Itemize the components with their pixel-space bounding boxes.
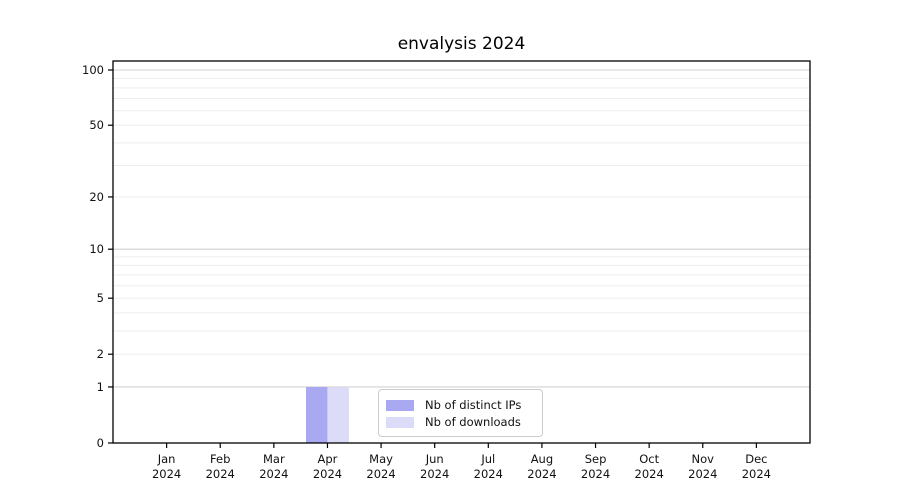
- x-tick-label-month: Nov: [692, 452, 715, 466]
- x-tick-label-month: Jul: [480, 452, 495, 466]
- x-tick-label-year: 2024: [259, 467, 288, 481]
- legend-swatch-downloads: [386, 416, 414, 428]
- legend: Nb of distinct IPs Nb of downloads: [378, 389, 543, 437]
- x-tick-label-month: Aug: [531, 452, 553, 466]
- x-tick-label-month: Sep: [585, 452, 607, 466]
- x-tick-label-month: Oct: [639, 452, 659, 466]
- x-tick-label-month: Jun: [425, 452, 444, 466]
- legend-label-downloads: Nb of downloads: [425, 415, 521, 429]
- y-tick-label: 2: [97, 347, 104, 361]
- x-tick-label-year: 2024: [313, 467, 342, 481]
- x-tick-label-month: Mar: [263, 452, 285, 466]
- y-tick-label: 1: [97, 380, 104, 394]
- x-tick-label-month: Dec: [745, 452, 767, 466]
- x-tick-label-year: 2024: [581, 467, 610, 481]
- chart-title: envalysis 2024: [397, 34, 526, 54]
- y-tick-label: 50: [89, 118, 104, 132]
- x-tick-label-month: Apr: [318, 452, 338, 466]
- legend-label-distinct-ips: Nb of distinct IPs: [425, 398, 522, 412]
- plot-frame: [112, 60, 811, 444]
- y-tick-label: 10: [89, 242, 104, 256]
- bar-downloads: [327, 386, 349, 443]
- x-tick-label-month: Jan: [157, 452, 176, 466]
- x-tick-label-year: 2024: [742, 467, 771, 481]
- y-tick-label: 5: [97, 291, 104, 305]
- y-tick-label: 0: [97, 436, 104, 450]
- bar-distinct-ips: [306, 386, 328, 443]
- x-tick-label-year: 2024: [366, 467, 395, 481]
- y-tick-label: 20: [89, 190, 104, 204]
- y-tick-label: 100: [82, 63, 104, 77]
- x-tick-label-year: 2024: [152, 467, 181, 481]
- legend-row-downloads: Nb of downloads: [386, 414, 533, 430]
- legend-row-distinct-ips: Nb of distinct IPs: [386, 397, 533, 413]
- legend-swatch-distinct-ips: [386, 399, 414, 411]
- x-tick-label-year: 2024: [474, 467, 503, 481]
- x-tick-label-year: 2024: [420, 467, 449, 481]
- x-tick-label-year: 2024: [206, 467, 235, 481]
- x-tick-label-month: May: [369, 452, 393, 466]
- x-tick-label-year: 2024: [635, 467, 664, 481]
- x-tick-label-year: 2024: [688, 467, 717, 481]
- x-tick-label-year: 2024: [527, 467, 556, 481]
- x-tick-label-month: Feb: [210, 452, 230, 466]
